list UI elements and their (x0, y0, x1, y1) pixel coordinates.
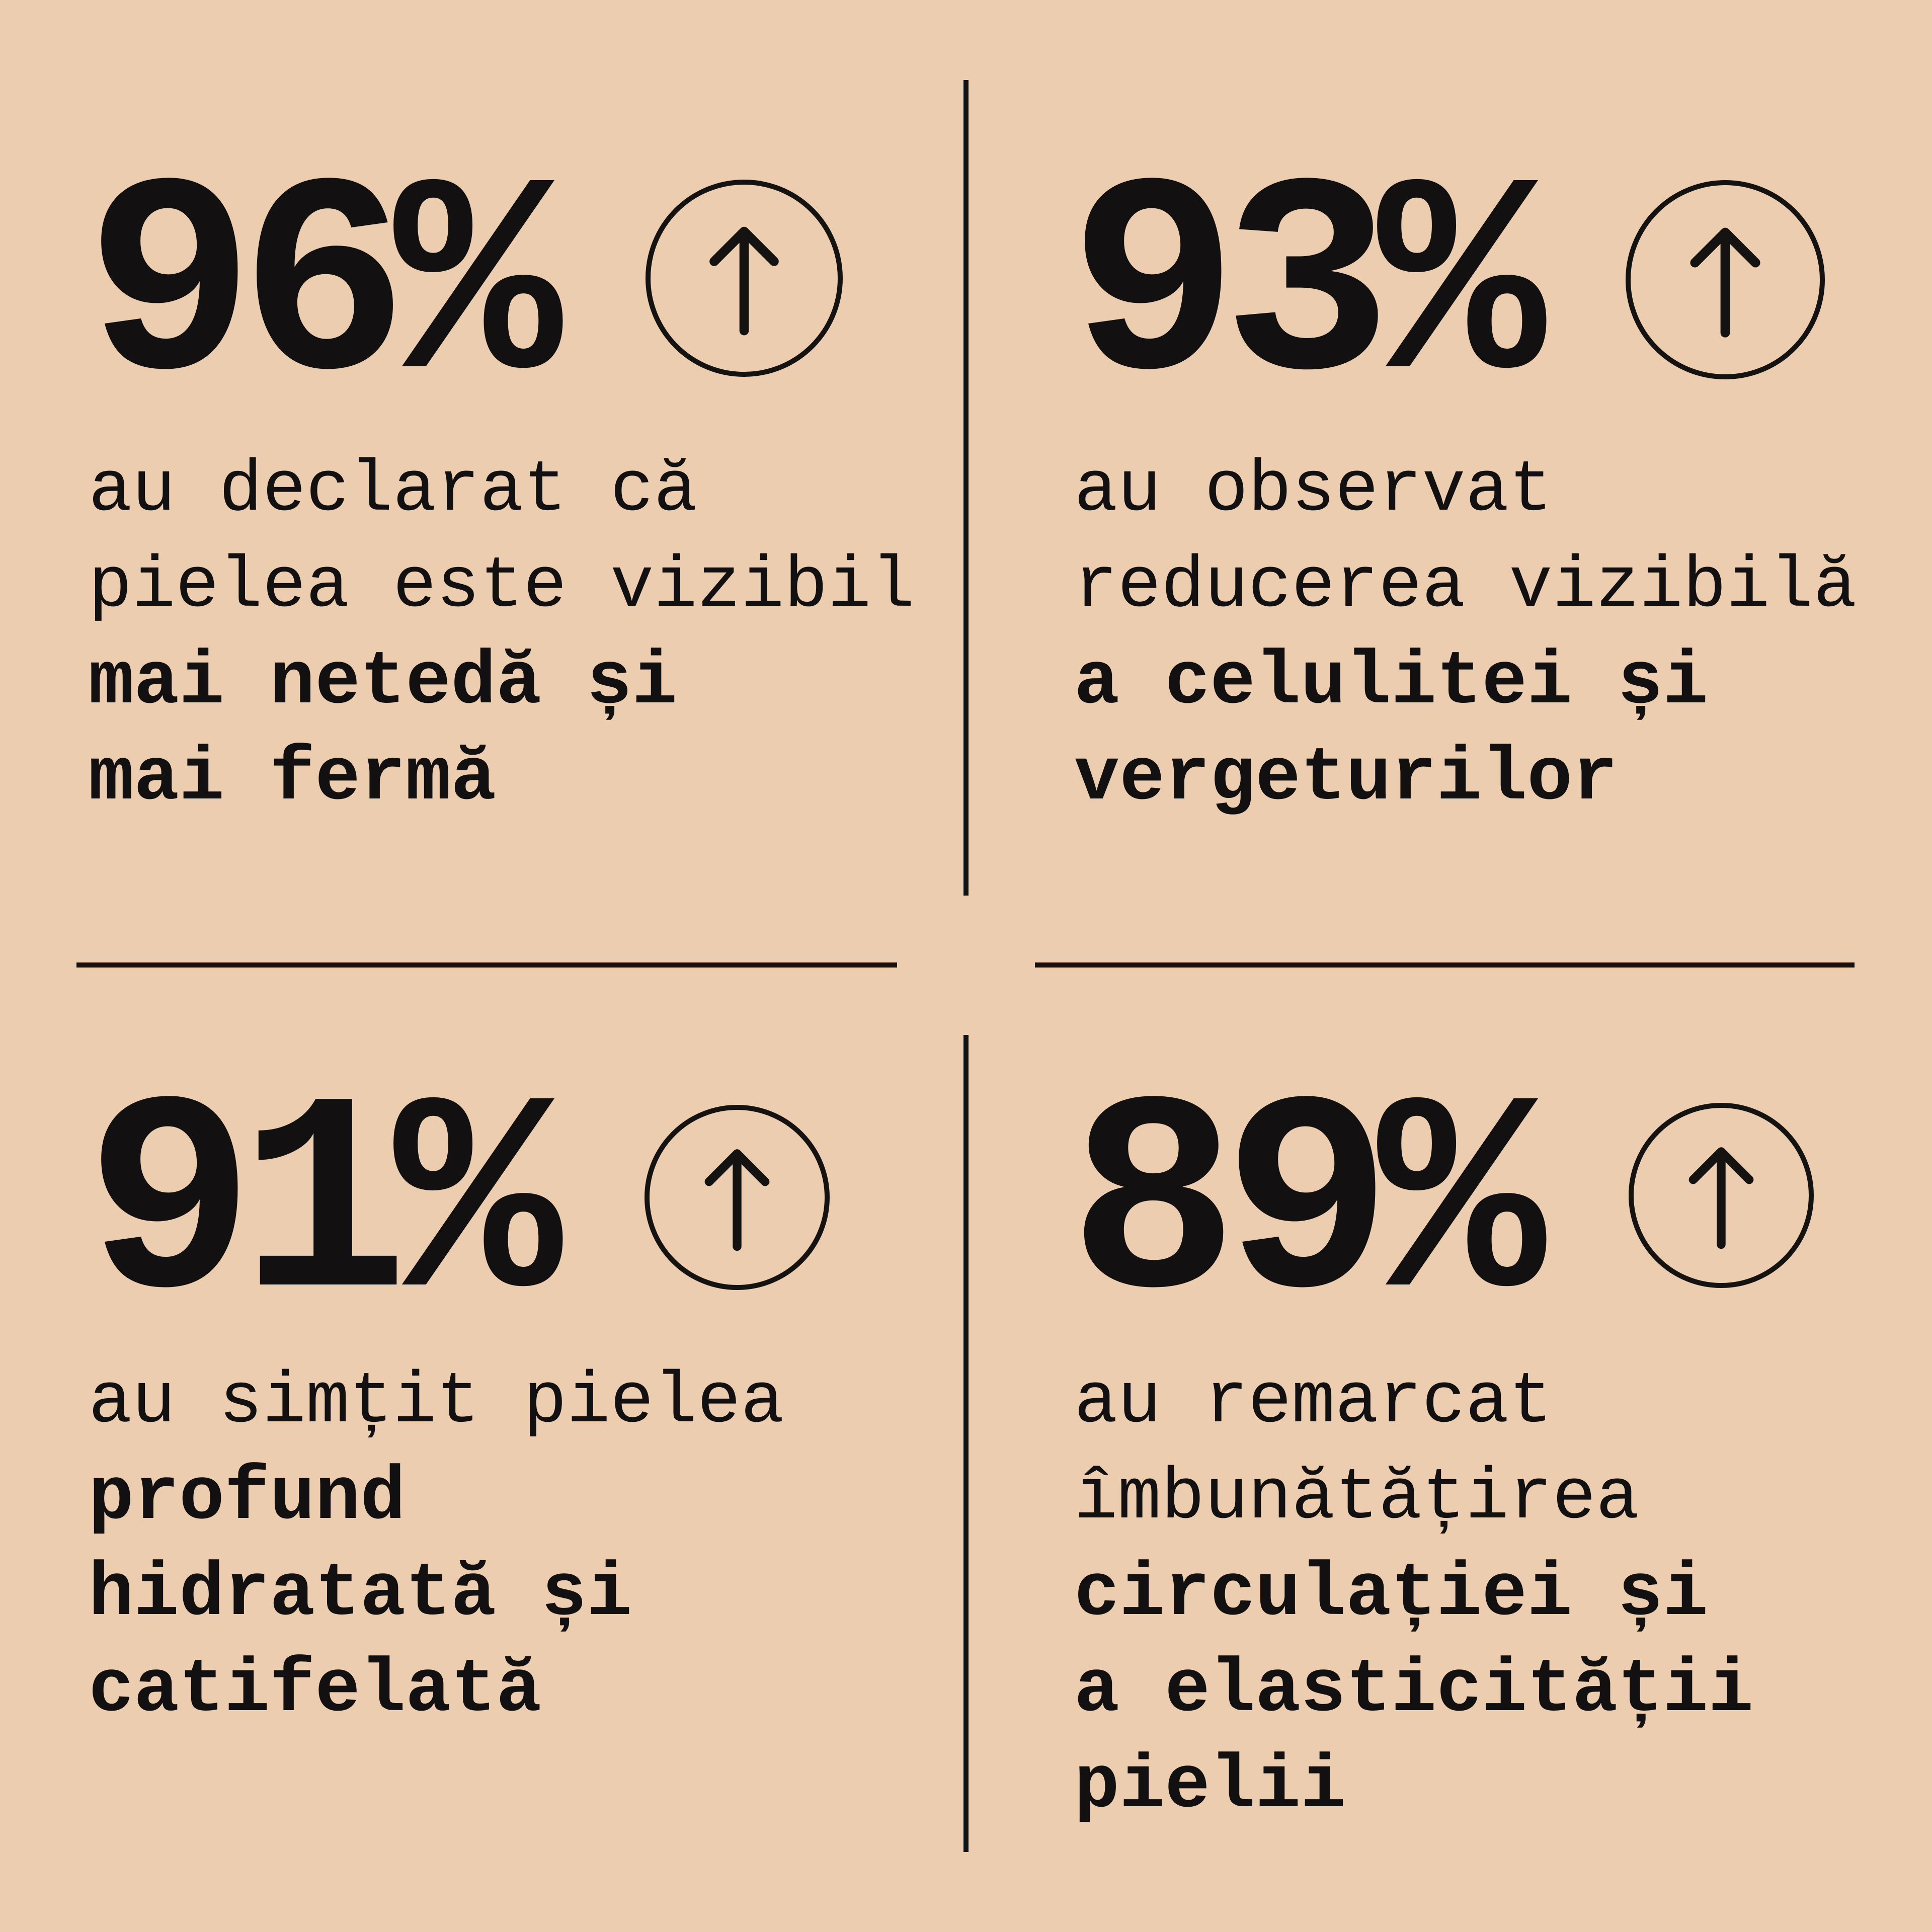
description-line: reducerea vizibilă (1074, 546, 1857, 628)
divider-horizontal-right (1035, 962, 1855, 968)
stat-value: 96% (86, 132, 562, 451)
description-line: au observat (1074, 450, 1553, 532)
description-line: pielea este vizibil (89, 546, 915, 628)
description-bold-line: hidratată și (89, 1552, 632, 1637)
stat-value: 93% (1069, 132, 1546, 451)
arrow-up-circle-icon (1626, 180, 1825, 379)
description-line: au simțit pielea (89, 1361, 784, 1443)
description-line: au remarcat (1074, 1361, 1553, 1443)
description-line: îmbunătățirea (1074, 1458, 1640, 1540)
divider-vertical-bottom (963, 1035, 969, 1852)
description-bold-line: circulației și (1074, 1552, 1709, 1637)
description-bold-line: catifelată (89, 1648, 542, 1733)
stat-description: au observat reducerea vizibilă a celulit… (1074, 443, 1857, 827)
description-bold-line: mai fermă (89, 736, 497, 822)
stat-description: au remarcat îmbunătățirea circulației și… (1074, 1354, 1753, 1835)
arrow-up-circle-icon (646, 180, 843, 377)
description-line: au declarat că (89, 450, 697, 532)
description-bold-line: a elasticității (1074, 1648, 1754, 1733)
arrow-up-circle-icon (645, 1105, 830, 1290)
stat-description: au simțit pielea profund hidratată și ca… (89, 1354, 784, 1739)
stat-description: au declarat că pielea este vizibil mai n… (89, 443, 915, 827)
description-bold-line: vergeturilor (1074, 736, 1618, 822)
stat-value: 89% (1069, 1051, 1546, 1370)
stat-value: 91% (86, 1051, 562, 1370)
description-bold-line: mai netedă și (89, 640, 678, 726)
description-bold-line: a celulitei și (1074, 640, 1709, 726)
description-bold-line: pielii (1074, 1744, 1346, 1829)
divider-horizontal-left (76, 962, 897, 968)
description-bold-line: profund (89, 1456, 406, 1541)
arrow-up-circle-icon (1629, 1103, 1814, 1288)
divider-vertical-top (963, 80, 969, 896)
